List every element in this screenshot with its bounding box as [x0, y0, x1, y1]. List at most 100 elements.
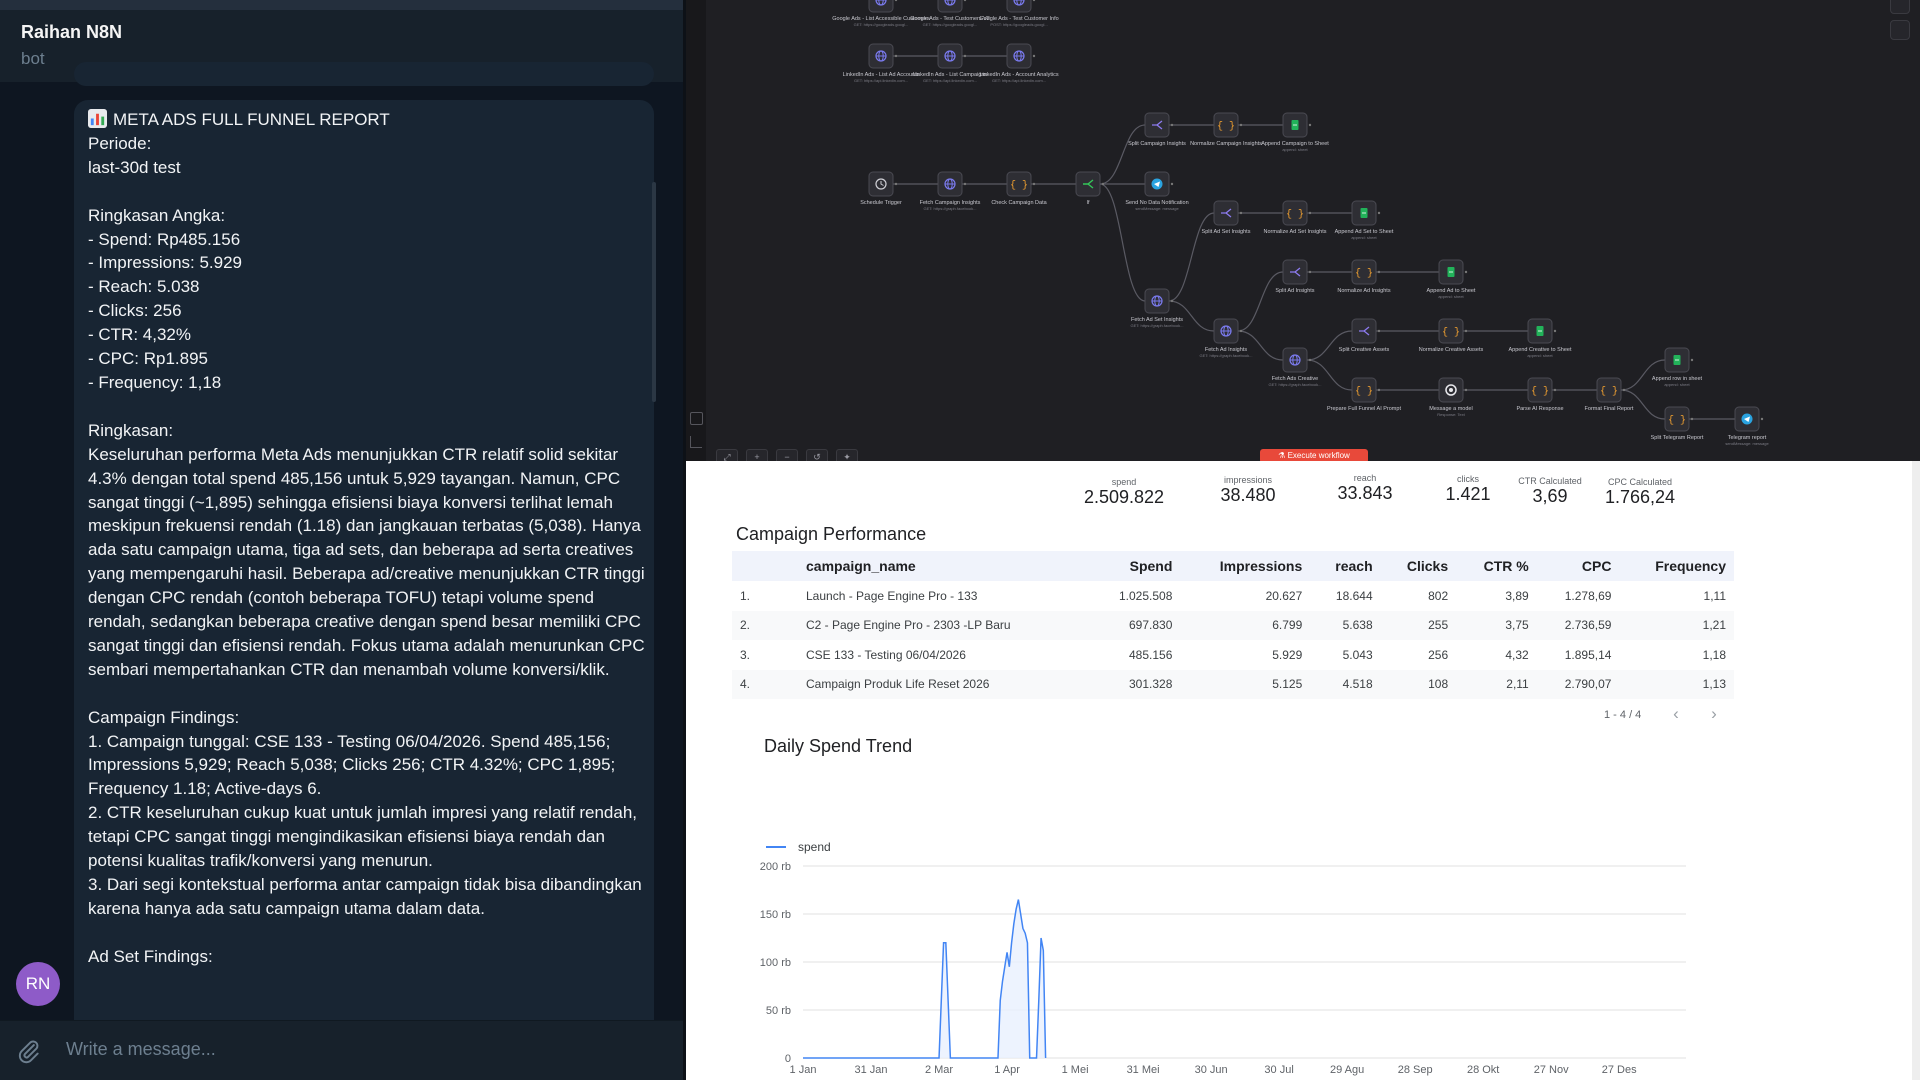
node-box[interactable] — [1596, 377, 1622, 403]
sticky-note-icon[interactable] — [690, 412, 703, 425]
workflow-node[interactable]: { } Format Final Report — [1585, 377, 1634, 412]
node-box[interactable] — [1351, 259, 1377, 285]
zoom-strip-icon[interactable] — [690, 436, 702, 448]
workflow-node[interactable]: If — [1075, 171, 1105, 206]
node-output-handle[interactable] — [1377, 329, 1381, 333]
workflow-node[interactable]: { } Prepare Full Funnel AI Prompt — [1327, 377, 1401, 412]
workflow-node[interactable]: Split Campaign Insights — [1128, 112, 1186, 147]
fit-view-button[interactable]: ⤢ — [716, 449, 738, 461]
node-box[interactable] — [1527, 377, 1553, 403]
node-output-handle[interactable] — [1308, 270, 1312, 274]
table-row[interactable]: 2. C2 - Page Engine Pro - 2303 -LP Baru 69… — [732, 610, 1734, 640]
node-output-handle[interactable] — [894, 182, 898, 186]
node-output-handle[interactable] — [1308, 211, 1312, 215]
workflow-node[interactable]: Split Creative Assets — [1339, 318, 1390, 353]
node-box[interactable] — [937, 0, 963, 13]
prev-page-button[interactable]: ‹ — [1673, 704, 1679, 723]
workflow-node[interactable]: Google Ads - List Accessible CustomersGE… — [832, 0, 930, 27]
node-box[interactable] — [1006, 0, 1032, 13]
pane-divider[interactable] — [683, 0, 686, 1080]
node-box[interactable] — [1006, 171, 1032, 197]
open-nodes-panel-button[interactable] — [1890, 0, 1910, 14]
node-output-handle[interactable] — [1239, 329, 1243, 333]
node-output-handle[interactable] — [1464, 270, 1468, 274]
node-output-handle[interactable] — [894, 0, 898, 2]
daily-spend-chart[interactable]: 0 50 rb 100 rb 150 rb 200 rb 1 Jan 31 Jan 2 Mar… — [686, 761, 1836, 1080]
node-box[interactable] — [1282, 200, 1308, 226]
workflow-node[interactable]: { } Normalize Campaign Insights — [1190, 112, 1262, 147]
workflow-node[interactable]: { } Normalize Ad Set Insights — [1264, 200, 1327, 235]
message-input[interactable]: Write a message... — [66, 1039, 216, 1059]
node-output-handle[interactable] — [1377, 211, 1381, 215]
kpi-spend[interactable]: spend 2.509.822 — [1082, 477, 1166, 508]
kpi-impressions[interactable]: impressions 38.480 — [1206, 475, 1290, 506]
workflow-node[interactable]: Split Ad Set Insights — [1202, 200, 1251, 235]
series-line-spend[interactable] — [803, 899, 1047, 1059]
node-output-handle[interactable] — [963, 54, 967, 58]
node-output-handle[interactable] — [1308, 123, 1312, 127]
column-header[interactable]: CTR % — [1483, 558, 1529, 574]
kpi-cpc[interactable]: CPC Calculated 1.766,24 — [1590, 477, 1690, 508]
workflow-node[interactable]: { } Normalize Creative Assets — [1419, 318, 1484, 353]
column-header[interactable]: Frequency — [1655, 558, 1726, 574]
node-output-handle[interactable] — [1032, 182, 1036, 186]
chat-scrollbar[interactable] — [652, 182, 656, 402]
kpi-ctr[interactable]: CTR Calculated 3,69 — [1508, 476, 1592, 507]
node-output-handle[interactable] — [1032, 54, 1036, 58]
next-page-button[interactable]: › — [1711, 704, 1717, 723]
node-output-handle[interactable] — [1170, 123, 1174, 127]
node-output-handle[interactable] — [963, 0, 967, 2]
node-output-handle[interactable] — [1622, 388, 1626, 392]
kpi-clicks[interactable]: clicks 1.421 — [1426, 474, 1510, 505]
avatar[interactable]: RN — [16, 962, 60, 1006]
column-header[interactable]: CPC — [1581, 558, 1612, 574]
node-box[interactable] — [868, 0, 894, 13]
node-output-handle[interactable] — [1170, 299, 1174, 303]
workflow-node[interactable]: { } Normalize Ad Insights — [1337, 259, 1391, 294]
previous-message-bubble[interactable] — [74, 62, 654, 86]
reset-zoom-button[interactable]: ↺ — [806, 449, 828, 461]
node-box[interactable] — [1213, 112, 1239, 138]
node-output-handle[interactable] — [1377, 270, 1381, 274]
node-output-handle[interactable] — [894, 54, 898, 58]
node-box[interactable] — [1351, 377, 1377, 403]
column-header[interactable]: Impressions — [1219, 558, 1303, 574]
node-output-handle[interactable] — [1377, 388, 1381, 392]
report-scroll-gutter[interactable] — [1912, 461, 1920, 1080]
node-output-handle[interactable] — [1239, 123, 1243, 127]
column-header[interactable]: campaign_name — [806, 558, 916, 574]
table-row[interactable]: 3. CSE 133 - Testing 06/04/2026 485.156 5.9… — [732, 640, 1734, 670]
node-output-handle[interactable] — [1553, 388, 1557, 392]
message-bubble[interactable] — [74, 100, 654, 1060]
message-list[interactable]: META ADS FULL FUNNEL REPORT Periode: las… — [0, 62, 683, 1060]
workflow-node[interactable]: Schedule Trigger — [860, 171, 902, 206]
workflow-node[interactable]: Split Ad Insights — [1275, 259, 1315, 294]
zoom-out-button[interactable]: − — [776, 449, 798, 461]
workflow-node[interactable]: { } Split Telegram Report — [1651, 406, 1704, 441]
message-composer[interactable]: Write a message... — [0, 1020, 683, 1080]
column-header[interactable]: Spend — [1129, 558, 1173, 574]
workflow-graph[interactable]: Google Ads - List Accessible CustomersGE… — [686, 0, 1920, 461]
node-output-handle[interactable] — [1239, 211, 1243, 215]
node-output-handle[interactable] — [1690, 358, 1694, 362]
kpi-reach[interactable]: reach 33.843 — [1323, 473, 1407, 504]
node-box[interactable] — [1438, 318, 1464, 344]
column-header[interactable]: Clicks — [1406, 558, 1449, 574]
table-row[interactable]: 4. Campaign Produk Life Reset 2026 301.328… — [732, 669, 1734, 699]
n8n-workflow-canvas[interactable]: Google Ads - List Accessible Customers GE… — [686, 0, 1920, 461]
tidy-up-button[interactable]: ✦ — [836, 449, 858, 461]
node-output-handle[interactable] — [1170, 182, 1174, 186]
